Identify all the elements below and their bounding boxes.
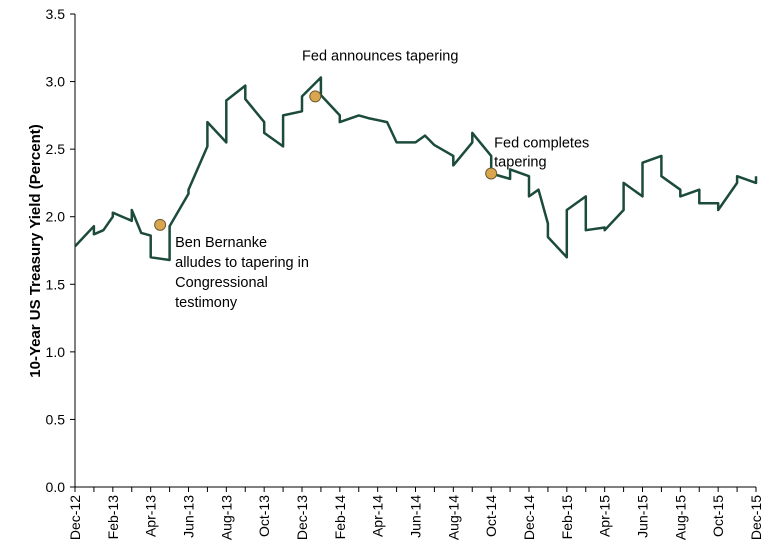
y-tick-label: 1.5	[46, 276, 66, 292]
y-tick-label: 0.0	[46, 479, 66, 495]
x-tick-label: Jun-13	[181, 495, 197, 538]
yield-series-line	[74, 76, 758, 262]
x-tick-label: Feb-15	[559, 495, 575, 540]
x-tick-label: Feb-13	[105, 495, 121, 540]
y-axis-title: 10-Year US Treasury Yield (Percent)	[27, 124, 44, 377]
y-tick-label: 0.5	[46, 411, 66, 427]
y-axis-ticks: 0.0 0.5 1.0 1.5 2.0 2.5 3.0 3.5	[46, 6, 75, 495]
x-tick-label: Dec-15	[748, 495, 764, 540]
annotation-text: Congressional	[175, 275, 268, 291]
annotations: Ben Bernanke alludes to tapering in Congre…	[154, 48, 589, 311]
x-tick-label: Jun-15	[635, 495, 651, 538]
x-tick-label: Apr-14	[370, 495, 386, 537]
y-tick-label: 3.5	[46, 6, 66, 22]
annotation-text: testimony	[175, 295, 238, 311]
annotation-text: Fed announces tapering	[302, 48, 458, 64]
y-tick-label: 1.0	[46, 344, 66, 360]
y-tick-label: 2.0	[46, 209, 66, 225]
annotation-text: Ben Bernanke	[175, 235, 267, 251]
x-tick-label: Dec-13	[294, 495, 310, 540]
x-tick-label: Oct-14	[483, 495, 499, 537]
annotation-text: tapering	[494, 154, 546, 170]
series-layer	[74, 76, 758, 262]
x-tick-label: Oct-15	[710, 495, 726, 537]
y-tick-label: 3.0	[46, 74, 66, 90]
x-tick-label: Oct-13	[256, 495, 272, 537]
event-marker	[485, 167, 498, 180]
y-tick-label: 2.5	[46, 141, 66, 157]
x-tick-label: Aug-14	[445, 495, 461, 540]
annotation-text: alludes to tapering in	[175, 255, 309, 271]
x-tick-label: Jun-14	[408, 495, 424, 538]
x-tick-label: Apr-15	[597, 495, 613, 537]
event-marker	[309, 90, 322, 103]
x-tick-label: Feb-14	[332, 495, 348, 540]
annotation-text: Fed completes	[494, 135, 589, 151]
x-tick-label: Dec-12	[67, 495, 83, 540]
event-marker	[154, 218, 167, 231]
x-tick-label: Aug-15	[672, 495, 688, 540]
x-tick-label: Apr-13	[143, 495, 159, 537]
x-tick-label: Dec-14	[521, 495, 537, 540]
x-tick-label: Aug-13	[218, 495, 234, 540]
x-axis-ticks: Dec-12 Feb-13 Apr-13 Jun-13 Aug-13 Oct-13 Dec-…	[67, 487, 764, 540]
